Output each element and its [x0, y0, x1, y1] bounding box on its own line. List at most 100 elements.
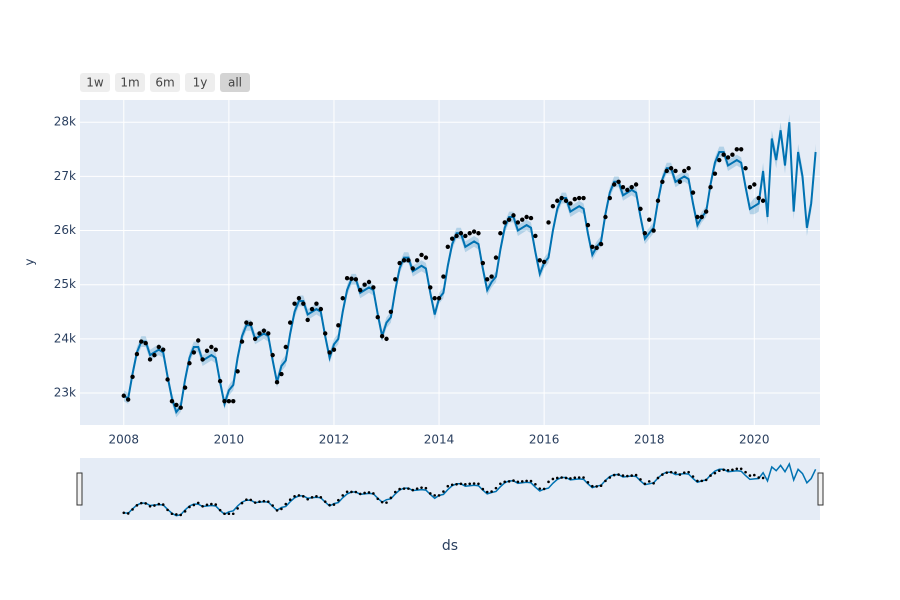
slider-point [223, 512, 226, 516]
range-slider[interactable] [80, 458, 820, 520]
slider-point [656, 476, 660, 480]
data-point [655, 198, 661, 203]
slider-point [433, 494, 436, 497]
data-point [463, 233, 468, 239]
data-point [498, 231, 503, 236]
data-point [323, 331, 328, 336]
data-point [362, 282, 367, 287]
range-button-label[interactable]: 1w [86, 76, 104, 90]
data-point [620, 185, 626, 190]
data-point [375, 315, 380, 320]
slider-point [595, 485, 598, 488]
slider-point [170, 512, 174, 516]
slider-point [499, 482, 502, 486]
slider-point [617, 473, 620, 476]
data-point [581, 195, 586, 201]
slider-point [586, 481, 590, 484]
data-point [572, 196, 577, 202]
data-point [318, 306, 324, 312]
slider-point [275, 509, 279, 512]
data-point [244, 320, 249, 325]
slider-point [218, 508, 222, 512]
slider-point [183, 510, 187, 513]
y-tick-label: 24k [54, 331, 76, 345]
slider-point [634, 473, 638, 477]
slider-point [761, 476, 765, 480]
slider-point [179, 513, 183, 517]
slider-point [402, 487, 406, 490]
x-tick-label: 2016 [529, 433, 560, 447]
data-point [358, 287, 363, 293]
slider-point [389, 496, 393, 500]
data-point [638, 206, 643, 212]
data-point [327, 350, 332, 355]
data-point [340, 296, 345, 301]
slider-point [205, 503, 209, 507]
range-button[interactable] [185, 73, 215, 92]
range-button[interactable] [220, 73, 250, 92]
slider-point [231, 512, 235, 516]
range-button[interactable] [150, 73, 180, 92]
data-point [524, 214, 529, 220]
range-button[interactable] [115, 73, 145, 92]
slider-point [358, 492, 362, 496]
data-point [331, 347, 337, 352]
data-point [594, 245, 599, 251]
slider-point [245, 498, 248, 502]
slider-point [398, 487, 401, 491]
data-point [336, 323, 341, 328]
slider-point [144, 502, 147, 505]
slider-point [323, 500, 327, 503]
data-point [217, 378, 223, 384]
slider-point [547, 480, 550, 484]
slider-point [639, 478, 642, 481]
data-point [191, 350, 197, 355]
data-point [130, 374, 135, 379]
data-point [428, 285, 433, 290]
data-point [309, 306, 315, 312]
slider-point [240, 501, 244, 505]
slider-point [520, 480, 524, 483]
data-point [406, 258, 411, 263]
slider-point [354, 490, 358, 494]
slider-point [577, 476, 581, 479]
data-point [388, 309, 394, 314]
slider-point [744, 470, 747, 474]
range-button[interactable] [80, 73, 110, 92]
plot-area [80, 100, 820, 425]
slider-point [372, 492, 375, 495]
range-button-label[interactable]: all [228, 76, 242, 90]
slider-point [538, 487, 542, 490]
slider-handle-right[interactable] [817, 472, 824, 506]
range-button-label[interactable]: 1y [193, 76, 208, 90]
slider-handle-left[interactable] [76, 472, 83, 506]
slider-point [161, 503, 165, 506]
data-point [353, 277, 359, 282]
data-point [401, 258, 407, 263]
data-point [555, 198, 560, 203]
data-point [747, 185, 753, 190]
data-point [686, 166, 691, 171]
data-point [493, 255, 499, 260]
data-point [125, 397, 131, 402]
slider-point [726, 468, 730, 472]
data-point [642, 231, 648, 236]
slider-point [415, 487, 419, 490]
data-point [660, 179, 665, 184]
data-point [541, 259, 547, 265]
y-tick-label: 26k [54, 223, 76, 237]
range-button-label[interactable]: 6m [155, 76, 174, 90]
data-point [393, 277, 398, 282]
slider-point [442, 490, 445, 493]
forecast-line [123, 122, 817, 415]
range-button-label[interactable]: 1m [120, 76, 139, 90]
slider-point [569, 477, 572, 480]
slider-point [494, 486, 498, 490]
y-axis-title: y [23, 258, 37, 265]
slider-point [687, 470, 690, 474]
slider-point [551, 477, 555, 481]
slider-point [757, 476, 760, 479]
data-point [756, 195, 761, 201]
data-point [616, 179, 621, 184]
labels: 1w 1m 6m 1y all 23k 24k 25k 26k 27k 28k 2008 2010 201… [54, 73, 770, 447]
